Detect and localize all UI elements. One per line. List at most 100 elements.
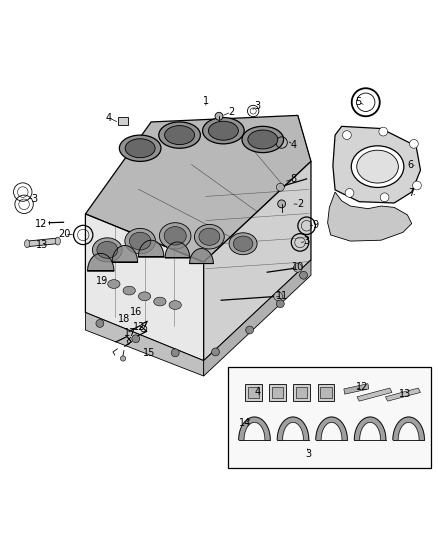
Ellipse shape: [125, 139, 155, 158]
Circle shape: [300, 271, 307, 279]
Polygon shape: [344, 384, 369, 394]
Text: 3: 3: [304, 236, 310, 246]
Ellipse shape: [208, 122, 238, 140]
Bar: [293, 384, 310, 401]
Circle shape: [212, 348, 219, 356]
Bar: [318, 384, 334, 401]
Ellipse shape: [165, 126, 194, 144]
Ellipse shape: [55, 237, 60, 245]
Polygon shape: [88, 253, 114, 271]
Ellipse shape: [129, 232, 151, 250]
Polygon shape: [328, 192, 412, 241]
Text: 2: 2: [297, 199, 303, 209]
Text: 12: 12: [35, 219, 47, 229]
Text: 10: 10: [292, 262, 304, 272]
Text: 2: 2: [228, 107, 234, 117]
Polygon shape: [277, 417, 309, 440]
Circle shape: [410, 140, 418, 148]
Text: 3: 3: [254, 101, 260, 111]
Ellipse shape: [125, 229, 155, 254]
Ellipse shape: [123, 286, 135, 295]
Polygon shape: [85, 115, 311, 262]
Bar: [118, 117, 128, 125]
Ellipse shape: [169, 301, 181, 310]
Circle shape: [132, 335, 140, 343]
Circle shape: [276, 183, 284, 191]
Bar: [320, 387, 332, 398]
Circle shape: [215, 112, 223, 120]
Circle shape: [96, 319, 104, 327]
Circle shape: [413, 181, 421, 190]
Ellipse shape: [229, 233, 257, 255]
Circle shape: [274, 292, 283, 301]
Ellipse shape: [159, 122, 200, 148]
Ellipse shape: [154, 297, 166, 306]
Polygon shape: [385, 388, 420, 401]
Text: 18: 18: [118, 314, 130, 324]
Text: 5: 5: [355, 97, 361, 107]
Ellipse shape: [25, 240, 30, 248]
Text: 13: 13: [35, 240, 48, 251]
Ellipse shape: [92, 238, 122, 262]
Circle shape: [343, 131, 351, 140]
Text: 3: 3: [306, 449, 312, 459]
Ellipse shape: [202, 118, 244, 144]
Polygon shape: [204, 161, 311, 361]
Text: 3: 3: [31, 193, 37, 204]
Text: 6: 6: [408, 160, 414, 170]
Polygon shape: [165, 242, 190, 258]
Text: 12: 12: [133, 322, 145, 332]
Polygon shape: [333, 126, 420, 203]
Polygon shape: [138, 240, 164, 257]
Bar: [248, 387, 259, 398]
Ellipse shape: [242, 126, 284, 152]
Bar: [228, 367, 431, 468]
Text: 19: 19: [95, 276, 108, 286]
Text: 9: 9: [312, 220, 318, 230]
Circle shape: [380, 193, 389, 201]
Polygon shape: [239, 417, 270, 440]
Text: 4: 4: [254, 387, 261, 397]
Polygon shape: [112, 246, 138, 262]
Text: 12: 12: [356, 382, 368, 392]
Circle shape: [278, 200, 286, 208]
Bar: [245, 384, 262, 401]
Text: 1: 1: [203, 96, 209, 106]
Circle shape: [120, 356, 126, 361]
Text: 20: 20: [59, 229, 71, 239]
Text: 14: 14: [239, 418, 251, 429]
Text: 7: 7: [409, 188, 415, 198]
Bar: [296, 387, 307, 398]
Ellipse shape: [108, 280, 120, 288]
Circle shape: [171, 349, 179, 357]
Bar: [269, 384, 286, 401]
Text: 15: 15: [143, 348, 155, 358]
Text: 4: 4: [290, 140, 297, 150]
Ellipse shape: [97, 241, 118, 259]
Ellipse shape: [119, 135, 161, 161]
Polygon shape: [85, 214, 204, 361]
Text: 11: 11: [276, 291, 289, 301]
Text: 8: 8: [290, 174, 297, 184]
Ellipse shape: [194, 224, 224, 249]
Polygon shape: [316, 417, 347, 440]
Polygon shape: [393, 417, 424, 440]
Polygon shape: [354, 417, 386, 440]
Circle shape: [345, 189, 354, 197]
Ellipse shape: [248, 130, 278, 149]
Bar: [272, 387, 283, 398]
Ellipse shape: [159, 223, 191, 249]
Ellipse shape: [138, 292, 151, 301]
Ellipse shape: [357, 150, 399, 183]
Circle shape: [246, 326, 254, 334]
Polygon shape: [85, 312, 204, 376]
Text: 4: 4: [106, 112, 112, 123]
Circle shape: [379, 127, 388, 136]
Text: 17: 17: [124, 328, 137, 338]
Ellipse shape: [351, 146, 404, 188]
Ellipse shape: [233, 236, 253, 252]
Text: 13: 13: [399, 389, 411, 399]
Circle shape: [276, 300, 284, 308]
Text: 16: 16: [130, 308, 142, 318]
Circle shape: [293, 263, 302, 272]
